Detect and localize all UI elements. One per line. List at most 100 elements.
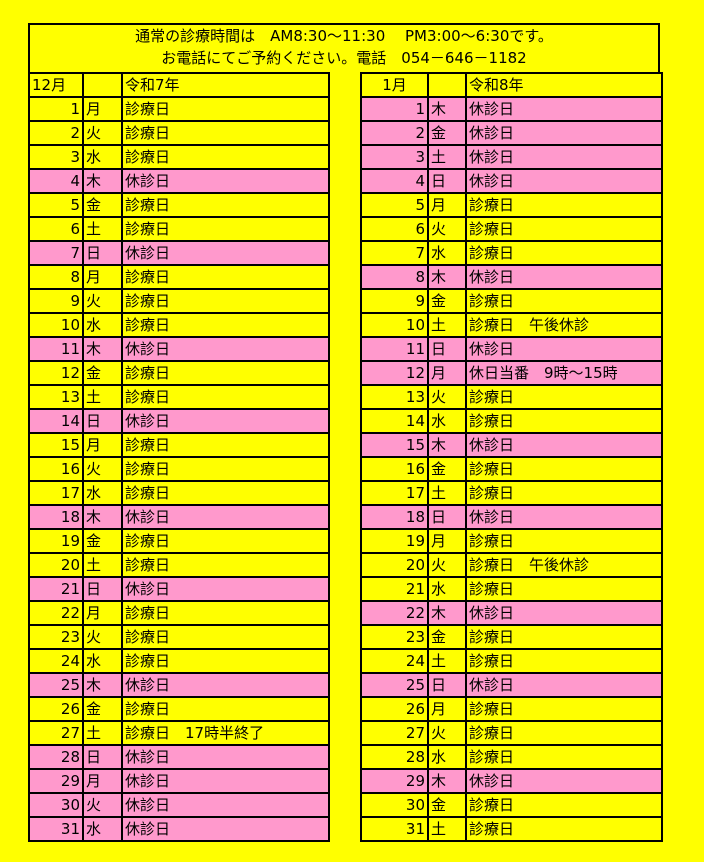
status-note: 休診日 (465, 120, 663, 146)
day-number: 26 (360, 696, 429, 722)
status-note: 診療日 (121, 600, 330, 626)
day-number: 29 (360, 768, 429, 794)
weekday: 火 (427, 720, 467, 746)
calendar-row: 17 土診療日 (360, 480, 663, 506)
status-note: 診療日 (465, 480, 663, 506)
status-note: 休診日 (121, 504, 330, 530)
calendar-row: 22 月診療日 (28, 600, 330, 626)
weekday: 金 (82, 192, 123, 218)
phone-text: お電話にてご予約ください。電話 054－646－1182 (161, 49, 527, 67)
calendar-row: 30 金診療日 (360, 792, 663, 818)
status-note: 診療日 (465, 192, 663, 218)
clinic-hours-header: 通常の診療時間は AM8:30～11:30 PM3:00～6:30です。 お電話… (28, 23, 660, 72)
status-note: 診療日 (121, 384, 330, 410)
calendar-row: 7 日休診日 (28, 240, 330, 266)
status-note: 診療日 (121, 480, 330, 506)
status-note: 休診日 (465, 768, 663, 794)
weekday: 金 (427, 456, 467, 482)
status-note: 診療日 (121, 432, 330, 458)
weekday: 火 (427, 216, 467, 242)
weekday: 土 (82, 552, 123, 578)
calendar-row: 13 土診療日 (28, 384, 330, 410)
weekday: 木 (427, 600, 467, 626)
weekday: 火 (427, 552, 467, 578)
calendar-row: 11 木休診日 (28, 336, 330, 362)
status-note: 診療日 (465, 216, 663, 242)
status-note: 診療日 (465, 696, 663, 722)
calendar-row: 15 月診療日 (28, 432, 330, 458)
calendar-row: 21 水診療日 (360, 576, 663, 602)
day-number: 17 (360, 480, 429, 506)
weekday: 月 (82, 96, 123, 122)
weekday: 金 (427, 792, 467, 818)
status-note: 休診日 (465, 168, 663, 194)
weekday: 木 (427, 768, 467, 794)
calendar-row: 8 月診療日 (28, 264, 330, 290)
calendar-row: 4 日休診日 (360, 168, 663, 194)
calendar-row: 23 火診療日 (28, 624, 330, 650)
weekday: 金 (82, 360, 123, 386)
status-note: 診療日 (465, 792, 663, 818)
calendar-row: 21 日休診日 (28, 576, 330, 602)
calendar-row: 16 金診療日 (360, 456, 663, 482)
calendar-row: 1 月診療日 (28, 96, 330, 122)
day-number: 31 (28, 816, 84, 842)
january-calendar: 1月 令和8年 1 木休診日 2 金休診日 3 土休診日 4 日休診日 5 月診療日 6 火診療日 7 水… (360, 72, 663, 842)
weekday: 水 (82, 480, 123, 506)
calendar-row: 9 金診療日 (360, 288, 663, 314)
day-number: 23 (28, 624, 84, 650)
weekday: 月 (82, 600, 123, 626)
day-number: 14 (28, 408, 84, 434)
status-note: 診療日 午後休診 (465, 312, 663, 338)
weekday: 木 (427, 96, 467, 122)
day-number: 23 (360, 624, 429, 650)
day-number: 17 (28, 480, 84, 506)
day-number: 7 (360, 240, 429, 266)
weekday: 水 (427, 576, 467, 602)
calendar-row: 12 金診療日 (28, 360, 330, 386)
day-number: 19 (360, 528, 429, 554)
day-number: 15 (360, 432, 429, 458)
calendar-row: 9 火診療日 (28, 288, 330, 314)
status-note: 休診日 (465, 504, 663, 530)
day-number: 2 (28, 120, 84, 146)
weekday: 日 (427, 672, 467, 698)
calendar-row: 17 水診療日 (28, 480, 330, 506)
era-label: 令和7年 (121, 72, 330, 98)
calendar-row: 23 金診療日 (360, 624, 663, 650)
weekday-header (82, 72, 123, 98)
status-note: 休診日 (465, 432, 663, 458)
day-number: 16 (360, 456, 429, 482)
status-note: 休診日 (121, 672, 330, 698)
calendar-row: 16 火診療日 (28, 456, 330, 482)
day-number: 3 (360, 144, 429, 170)
weekday: 水 (82, 816, 123, 842)
calendar-row: 11 日休診日 (360, 336, 663, 362)
status-note: 休診日 (465, 264, 663, 290)
calendar-row: 3 水診療日 (28, 144, 330, 170)
weekday: 月 (427, 192, 467, 218)
calendar-row: 2 金休診日 (360, 120, 663, 146)
calendar-row: 30 火休診日 (28, 792, 330, 818)
day-number: 31 (360, 816, 429, 842)
status-note: 診療日 (121, 528, 330, 554)
december-calendar: 12月 令和7年 1 月診療日 2 火診療日 3 水診療日 4 木休診日 5 金診療日 6 土診療日 7… (28, 72, 330, 842)
weekday: 土 (427, 816, 467, 842)
calendar-row: 13 火診療日 (360, 384, 663, 410)
weekday: 金 (427, 624, 467, 650)
calendar-row: 10 土診療日 午後休診 (360, 312, 663, 338)
calendar-row: 6 土診療日 (28, 216, 330, 242)
day-number: 8 (360, 264, 429, 290)
day-number: 18 (360, 504, 429, 530)
day-number: 7 (28, 240, 84, 266)
status-note: 休診日 (465, 144, 663, 170)
weekday: 火 (82, 120, 123, 146)
day-number: 10 (28, 312, 84, 338)
day-number: 24 (28, 648, 84, 674)
status-note: 診療日 (465, 624, 663, 650)
status-note: 診療日 (121, 216, 330, 242)
calendar-row: 29 月休診日 (28, 768, 330, 794)
calendar-row: 25 木休診日 (28, 672, 330, 698)
day-number: 1 (28, 96, 84, 122)
day-number: 30 (360, 792, 429, 818)
